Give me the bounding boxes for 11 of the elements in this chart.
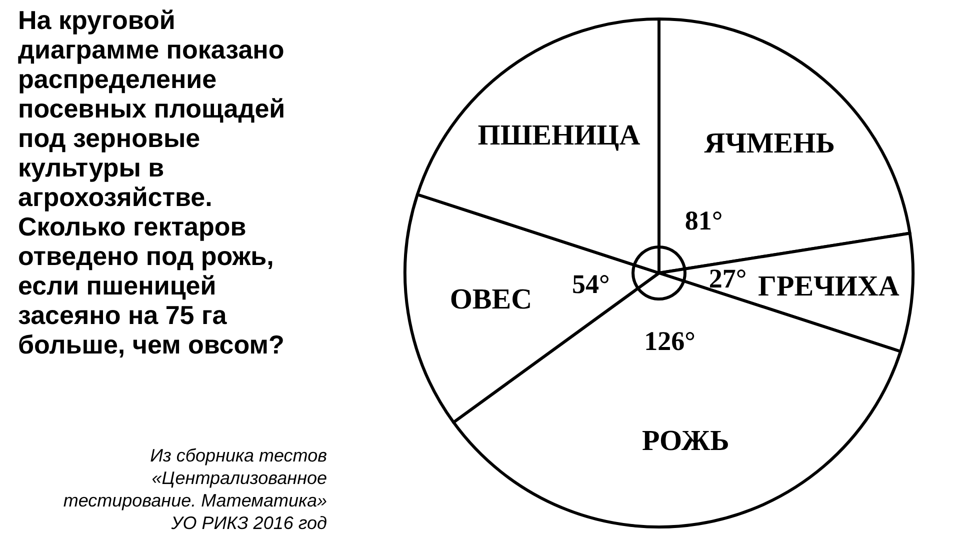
slice-label: РОЖЬ bbox=[642, 425, 730, 458]
text: Из сборника тестов «Централизованное тестирование. Математика» УО РИКЗ 2016 год bbox=[63, 445, 328, 533]
data-label: 81° bbox=[684, 206, 723, 236]
chart-title: На круговой диаграмме показано распределение посевных площадей под зерновые культуры в агрохозяйстве. Сколько гектаров отведено под рожь, если пшеницей засеяно на 75 га больше, чем овсом? bbox=[18, 4, 286, 360]
slice-label: ЯЧМЕНЬ bbox=[704, 128, 835, 160]
data-label: 126° bbox=[644, 326, 696, 356]
data-label: 27° bbox=[708, 263, 747, 294]
data-label: 54° bbox=[572, 268, 610, 299]
slice-label: ОВЕС bbox=[450, 284, 532, 316]
slice-label: ПШЕНИЦА bbox=[478, 119, 640, 152]
slice-label: ГРЕЧИХА bbox=[758, 270, 900, 302]
